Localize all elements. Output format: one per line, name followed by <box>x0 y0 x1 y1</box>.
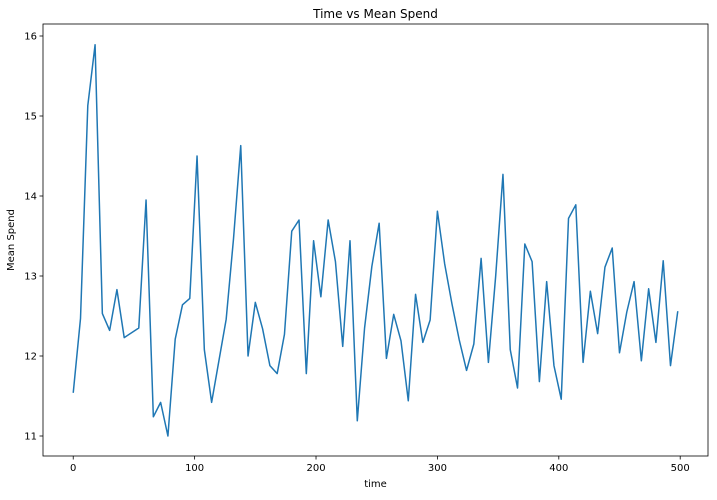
chart-title: Time vs Mean Spend <box>312 7 438 21</box>
plot-frame <box>42 23 709 457</box>
y-axis-label: Mean Spend <box>6 209 17 271</box>
axis-ticks: 0 100 200 300 400 500 11 12 13 14 15 16 <box>24 32 689 475</box>
y-tick-label: 11 <box>24 432 37 443</box>
y-tick-label: 13 <box>24 272 37 283</box>
y-tick-label: 12 <box>24 352 37 363</box>
y-tick-label: 16 <box>24 32 37 43</box>
series-line <box>72 44 679 437</box>
x-tick-label: 500 <box>671 463 690 474</box>
x-tick-label: 0 <box>70 463 76 474</box>
x-axis-label: time <box>364 479 387 490</box>
x-tick-label: 300 <box>428 463 447 474</box>
x-tick-label: 400 <box>549 463 568 474</box>
plot-area <box>72 44 679 437</box>
x-tick-label: 100 <box>185 463 204 474</box>
y-tick-label: 14 <box>24 192 37 203</box>
y-tick-label: 15 <box>24 112 37 123</box>
x-tick-label: 200 <box>306 463 325 474</box>
